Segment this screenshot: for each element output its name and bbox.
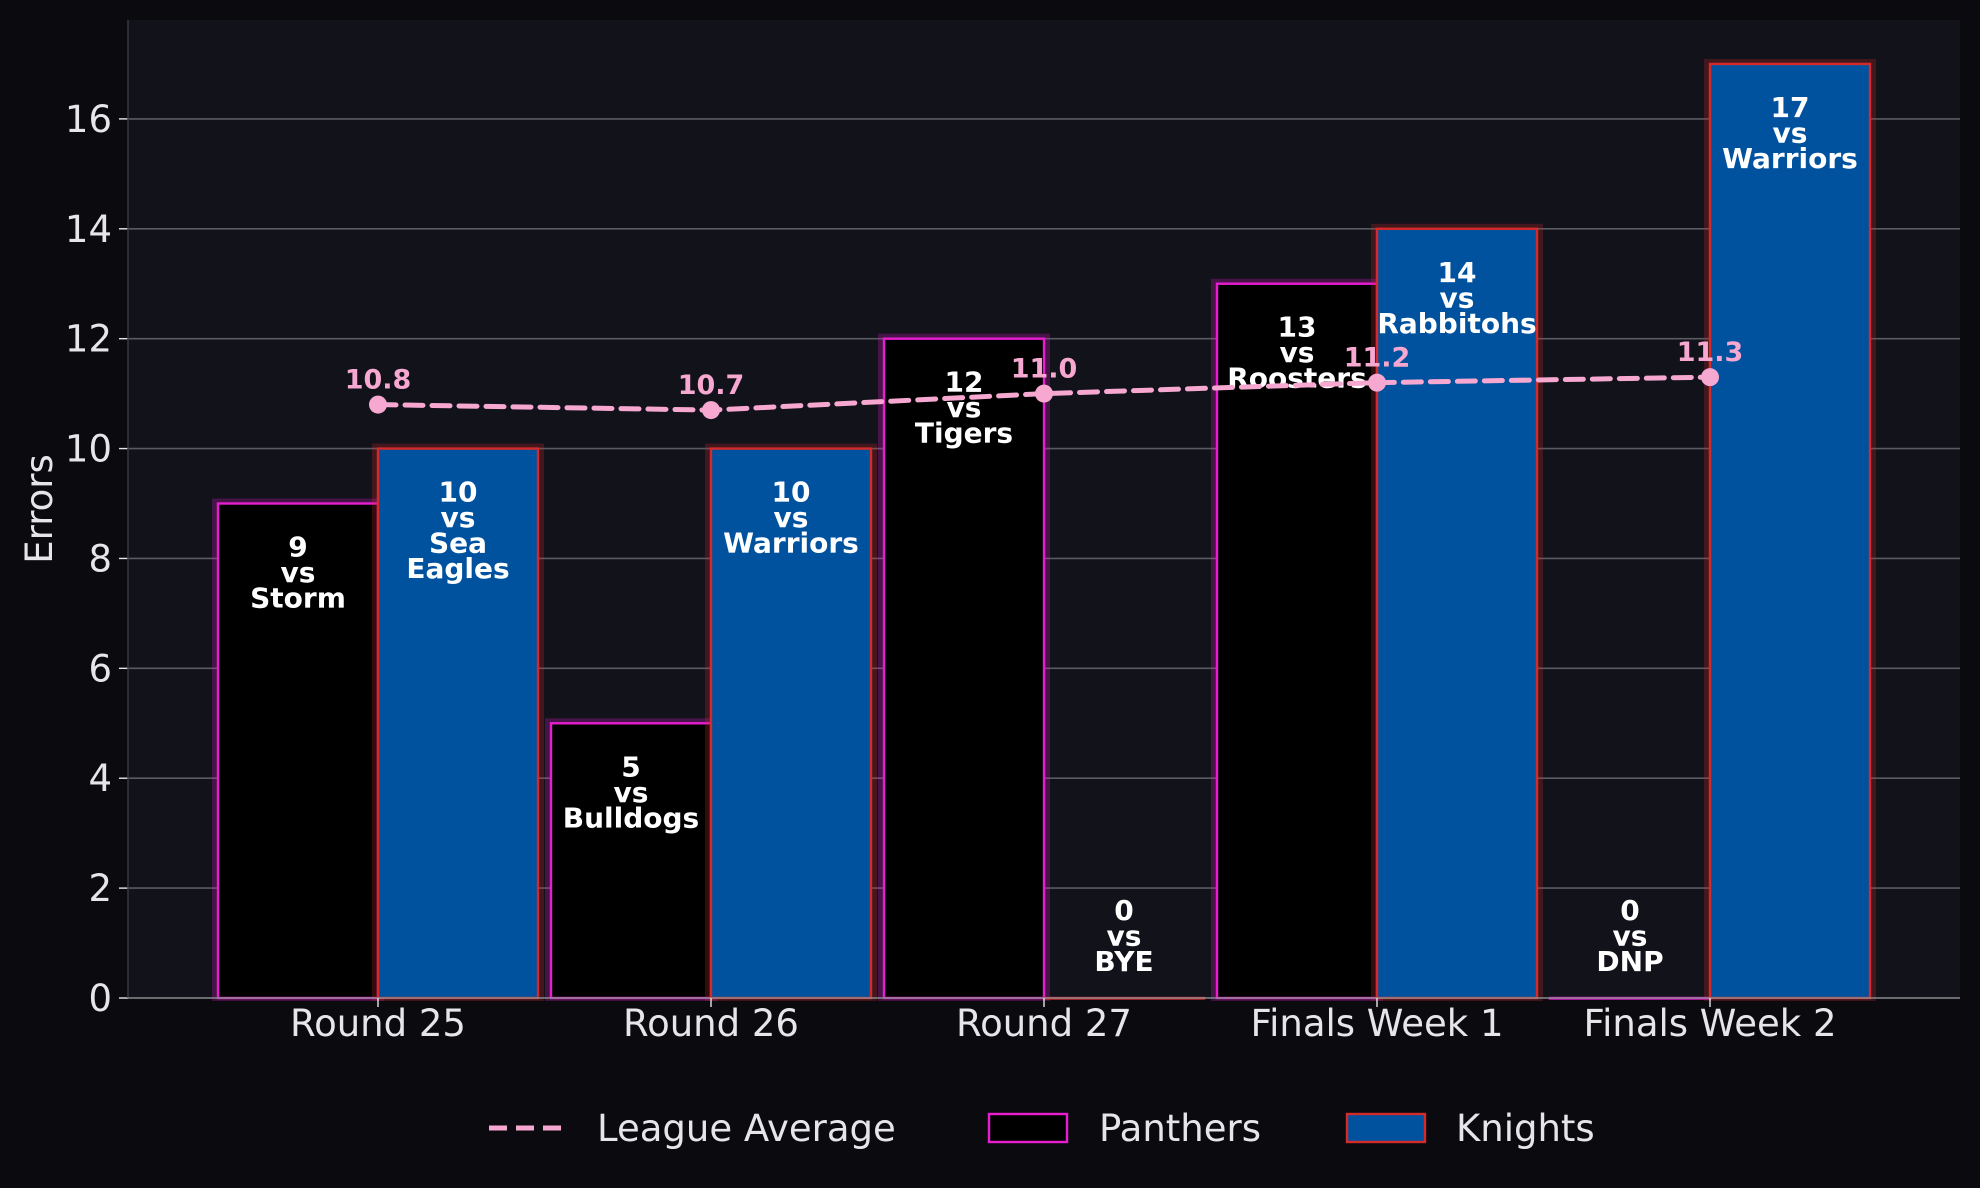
bar-label-line: 9 <box>288 531 307 564</box>
league-average-line: 10.8 10.7 11.0 11.2 11.3 <box>345 337 1744 420</box>
bar-panthers-2 <box>882 337 1046 1000</box>
bar-label-line: 14 <box>1438 256 1477 289</box>
x-tick-label: Finals Week 1 <box>1251 1002 1504 1045</box>
bar-label-line: vs <box>774 501 809 534</box>
bar-label-line: 12 <box>945 366 984 399</box>
legend-swatch-panthers <box>987 1112 1069 1144</box>
league-average-point <box>702 401 720 420</box>
league-average-value-label: 10.7 <box>678 370 745 401</box>
legend-swatch-knights <box>1345 1112 1427 1144</box>
axes: 0 2 4 6 8 10 12 14 16 Errors Round 25 Round 26 Round… <box>18 20 1960 1045</box>
bar-label-line: 10 <box>439 476 478 509</box>
bar-knights-3 <box>1375 227 1539 1000</box>
y-axis-label: Errors <box>18 454 61 563</box>
bar-panthers-0 <box>216 502 380 1000</box>
y-tick-label: 6 <box>88 647 112 690</box>
league-average-value-label: 11.0 <box>1011 354 1078 385</box>
bar-label-line: 17 <box>1771 91 1810 124</box>
y-tick-label: 0 <box>88 977 112 1020</box>
bar-label-line: vs <box>1613 920 1648 953</box>
league-average-value-label: 10.8 <box>345 365 412 396</box>
x-tick-label: Finals Week 2 <box>1584 1002 1837 1045</box>
bar-label-line: Bulldogs <box>563 801 699 834</box>
league-average-point <box>369 395 387 414</box>
legend: League Average Panthers Knights <box>489 1107 1595 1150</box>
bar-knights-1 <box>709 447 873 1000</box>
league-average-value-label: 11.2 <box>1344 343 1411 374</box>
y-tick-label: 8 <box>88 537 112 580</box>
bar-label-line: Warriors <box>723 527 859 560</box>
bar-label-line: 5 <box>621 750 640 783</box>
league-average-point <box>1035 384 1053 403</box>
bar-label-line: Warriors <box>1722 142 1858 175</box>
y-tick-label: 10 <box>65 428 112 471</box>
bars <box>212 58 1876 1002</box>
bar-label-line: DNP <box>1596 945 1663 978</box>
x-tick-label: Round 25 <box>290 1002 466 1045</box>
x-tick-label: Round 26 <box>623 1002 799 1045</box>
league-average-point <box>1701 368 1719 387</box>
bar-label-line: vs <box>1773 116 1808 149</box>
y-tick-label: 2 <box>88 867 112 910</box>
bar-label-line: 13 <box>1278 311 1317 344</box>
bar-label-line: vs <box>1107 920 1142 953</box>
bar-label-line: vs <box>441 501 476 534</box>
x-tick-label: Round 27 <box>956 1002 1132 1045</box>
y-tick-label: 12 <box>65 318 112 361</box>
bar-label-line: vs <box>1280 336 1315 369</box>
bar-label-line: Sea <box>429 527 487 560</box>
bar-label-line: Rabbitohs <box>1377 307 1536 340</box>
bar-label-line: 0 <box>1620 894 1639 927</box>
bar-labels: 9vsStorm5vsBulldogs12vsTigers13vsRooster… <box>250 91 1858 978</box>
bar-label-line: Tigers <box>915 417 1013 450</box>
y-tick-label: 16 <box>65 98 112 141</box>
bar-knights-0 <box>376 447 540 1000</box>
bar-label-line: 10 <box>772 476 811 509</box>
legend-label-panthers: Panthers <box>1099 1107 1261 1150</box>
bar-label-line: BYE <box>1094 945 1153 978</box>
bar-label-line: vs <box>281 556 316 589</box>
legend-label-league-average: League Average <box>597 1107 896 1150</box>
bar-knights-4 <box>1708 62 1872 1000</box>
bar-label-line: 0 <box>1114 894 1133 927</box>
bar-label-line: vs <box>1440 281 1475 314</box>
y-tick-label: 4 <box>88 757 112 800</box>
bar-label-line: Eagles <box>406 552 509 585</box>
bar-label-line: Storm <box>250 582 346 615</box>
bar-label-line: vs <box>614 776 649 809</box>
league-average-value-label: 11.3 <box>1677 337 1744 368</box>
league-average-point <box>1368 373 1386 392</box>
y-tick-label: 14 <box>65 208 112 251</box>
legend-label-knights: Knights <box>1456 1107 1595 1150</box>
